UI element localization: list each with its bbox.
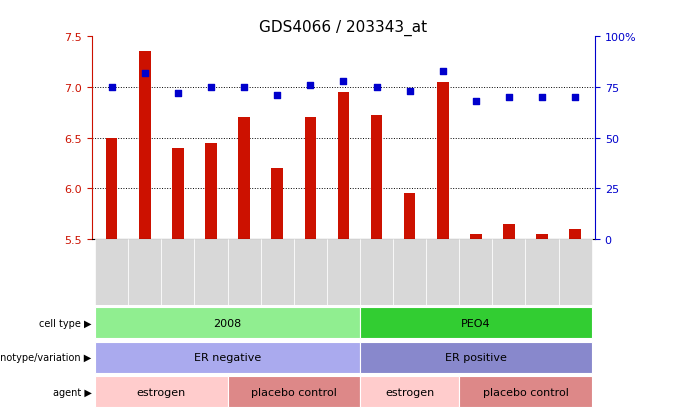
Text: 2008: 2008 xyxy=(214,318,241,328)
Bar xyxy=(139,52,150,240)
Point xyxy=(338,78,349,85)
Bar xyxy=(569,230,581,240)
Bar xyxy=(558,240,592,306)
Bar xyxy=(393,240,426,306)
Text: placebo control: placebo control xyxy=(251,387,337,396)
Bar xyxy=(271,169,283,240)
Bar xyxy=(492,240,526,306)
Bar xyxy=(305,118,316,240)
Bar xyxy=(503,224,515,240)
Bar xyxy=(172,148,184,240)
Text: agent ▶: agent ▶ xyxy=(52,387,92,396)
Bar xyxy=(95,376,228,407)
Bar xyxy=(404,194,415,240)
Bar xyxy=(437,83,449,240)
Bar xyxy=(95,307,360,338)
Bar xyxy=(95,342,360,373)
Bar xyxy=(95,240,129,306)
Point xyxy=(570,95,581,101)
Bar xyxy=(238,118,250,240)
Text: genotype/variation ▶: genotype/variation ▶ xyxy=(0,352,92,362)
Bar xyxy=(526,240,558,306)
Bar xyxy=(537,235,548,240)
Point xyxy=(239,84,250,91)
Bar xyxy=(294,240,327,306)
Bar xyxy=(360,342,592,373)
Bar xyxy=(228,240,260,306)
Point xyxy=(272,93,283,99)
Bar xyxy=(194,240,228,306)
Point xyxy=(139,70,150,77)
Point xyxy=(404,88,415,95)
Bar xyxy=(470,235,481,240)
Point xyxy=(537,95,547,101)
Point xyxy=(305,83,316,89)
Point xyxy=(173,90,184,97)
Point xyxy=(471,99,481,105)
Bar xyxy=(106,138,118,240)
Point xyxy=(205,84,216,91)
Bar xyxy=(459,376,592,407)
Text: placebo control: placebo control xyxy=(483,387,568,396)
Text: estrogen: estrogen xyxy=(385,387,435,396)
Bar xyxy=(205,143,217,240)
Bar xyxy=(228,376,360,407)
Bar xyxy=(360,307,592,338)
Bar xyxy=(161,240,194,306)
Text: PEO4: PEO4 xyxy=(461,318,491,328)
Bar xyxy=(260,240,294,306)
Bar xyxy=(337,93,350,240)
Point xyxy=(106,84,117,91)
Title: GDS4066 / 203343_at: GDS4066 / 203343_at xyxy=(259,20,428,36)
Bar xyxy=(360,376,459,407)
Point xyxy=(503,95,514,101)
Text: ER negative: ER negative xyxy=(194,352,261,362)
Bar xyxy=(327,240,360,306)
Point xyxy=(371,84,382,91)
Bar xyxy=(129,240,161,306)
Bar xyxy=(371,116,382,240)
Bar xyxy=(459,240,492,306)
Point xyxy=(437,68,448,75)
Text: ER positive: ER positive xyxy=(445,352,507,362)
Bar xyxy=(360,240,393,306)
Bar xyxy=(426,240,459,306)
Text: cell type ▶: cell type ▶ xyxy=(39,318,92,328)
Text: estrogen: estrogen xyxy=(137,387,186,396)
